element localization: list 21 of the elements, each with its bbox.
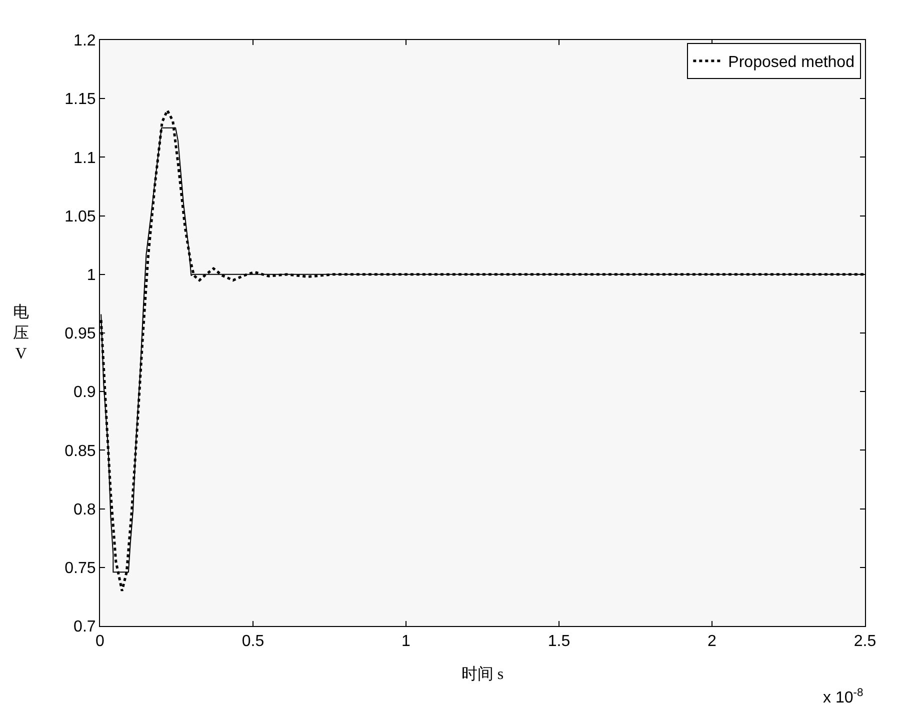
y-tick-label: 0.8 [74,501,96,518]
y-tick-label: 1.05 [64,208,96,226]
y-tick-label: 0.9 [74,384,96,402]
y-tick-label: 1.15 [64,91,96,108]
x-tick-label: 1 [402,633,411,650]
y-tick-label: 1.1 [74,150,96,167]
x-axis-title: 时间 s [461,664,504,683]
x-tick-label: 0 [96,633,105,650]
legend-label: Proposed method [728,54,854,72]
y-tick-label: 0.7 [74,618,96,636]
x-tick-label: 2.5 [854,633,876,650]
text: x 10$^{-8}$ [823,687,864,706]
y-tick-label: 1 [86,267,96,284]
x-tick-label: 1.5 [548,633,570,650]
y-tick-label: 1.2 [74,32,96,50]
x-tick-label: 2 [708,633,717,650]
y-tick-label: 0.95 [64,326,96,343]
y-tick-label: 0.75 [64,560,96,577]
x-tick-label: 0.5 [242,633,264,650]
y-tick-label: 0.85 [64,442,96,460]
y-axis-title: 电压V [13,303,29,363]
